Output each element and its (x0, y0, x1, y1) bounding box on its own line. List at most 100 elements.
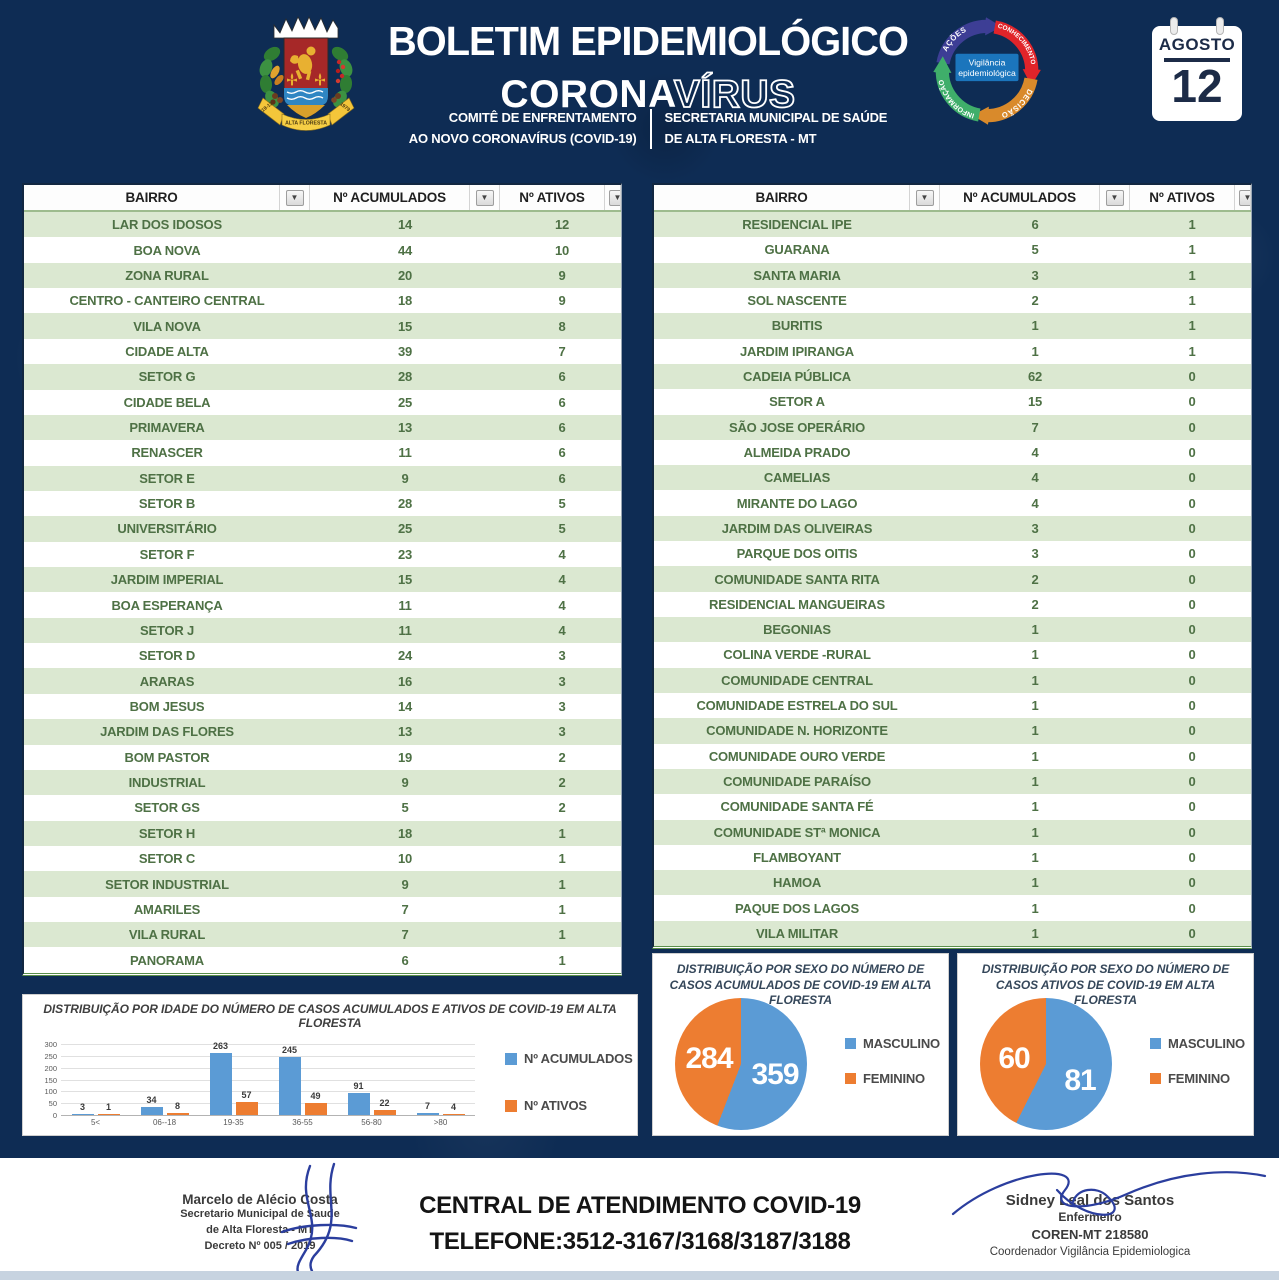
filter-dropdown-button[interactable]: ▼ (285, 189, 304, 206)
table-row: SÃO JOSE OPERÁRIO 7 0 (654, 414, 1251, 440)
municipal-crest-icon: ALTA FLORESTA 19-12 1979 (257, 16, 355, 131)
secretary-line1: SECRETARIA MUNICIPAL DE SAÚDE (664, 110, 888, 125)
table-row: COMUNIDADE SANTA RITA 2 0 (654, 566, 1251, 592)
filter-dropdown-button[interactable]: ▼ (1105, 189, 1124, 206)
legend-label: Nº ACUMULADOS (524, 1051, 633, 1066)
right-signatory-block: Sidney Leal dos Santos Enfermeiro COREN-… (945, 1192, 1235, 1261)
table-row: SETOR G 28 6 (24, 364, 621, 390)
acumulados-cell: 18 (397, 293, 413, 309)
column-header-ativos: Nº ATIVOS (1130, 185, 1235, 210)
acumulados-cell: 25 (397, 394, 413, 410)
legend-swatch-blue (1150, 1038, 1161, 1049)
ativos-cell: 8 (558, 318, 566, 334)
acumulados-cell: 2 (1031, 596, 1039, 612)
bairros-table-right: BAIRRO ▼ Nº ACUMULADOS ▼ Nº ATIVOS ▼ RES… (652, 183, 1252, 949)
subtitle-solid: CORONA (500, 73, 674, 116)
acumulados-cell: 1 (1031, 723, 1039, 739)
table-row: SETOR A 15 0 (654, 389, 1251, 414)
acumulados-cell: 7 (401, 927, 409, 943)
column-header-ativos: Nº ATIVOS (500, 185, 605, 210)
acumulados-cell: 28 (397, 496, 413, 512)
bairro-cell: COMUNIDADE N. HORIZONTE (706, 723, 888, 739)
table-row: BOM PASTOR 19 2 (24, 745, 621, 770)
bairro-cell: SETOR E (139, 470, 195, 486)
ativos-cell: 0 (1188, 925, 1196, 941)
crest-fleur-left (287, 73, 297, 86)
committee-line1: COMITÊ DE ENFRENTAMENTO (448, 110, 637, 125)
y-axis-tick-label: 50 (48, 1099, 57, 1109)
legend-entry-masculino: MASCULINO (1150, 1036, 1245, 1051)
ativos-cell: 4 (558, 597, 566, 613)
ativos-cell: 1 (558, 952, 566, 968)
ativos-cell: 0 (1188, 369, 1196, 385)
bar-acumulados (140, 1106, 163, 1115)
ativos-cell: 0 (1188, 824, 1196, 840)
ativos-cell: 1 (558, 901, 566, 917)
signatory-registry: COREN-MT 218580 (1031, 1226, 1149, 1242)
filter-dropdown-button[interactable]: ▼ (608, 189, 620, 206)
filter-dropdown-button[interactable]: ▼ (1238, 189, 1250, 206)
bar-chart-plot: 0 50 100 150 200 250 300 3 1 5< 34 8 06--18 263 57 19-3… (23, 995, 637, 1135)
acumulados-cell: 3 (1031, 267, 1039, 283)
bairro-cell: SETOR G (138, 369, 196, 385)
crest-lion (290, 46, 316, 81)
ativos-cell: 9 (558, 293, 566, 309)
ativos-cell: 3 (558, 648, 566, 664)
table-row: BEGONIAS 1 0 (654, 617, 1251, 643)
filter-dropdown-button[interactable]: ▼ (475, 189, 494, 206)
pie-chart-title: DISTRIBUIÇÃO POR SEXO DO NÚMERO DE CASOS… (669, 962, 932, 1008)
table-header: BAIRRO ▼ Nº ACUMULADOS ▼ Nº ATIVOS ▼ (654, 185, 1251, 212)
ativos-cell: 1 (1188, 318, 1196, 334)
ativos-cell: 0 (1188, 419, 1196, 435)
sex-distribution-accumulated-pie-chart: DISTRIBUIÇÃO POR SEXO DO NÚMERO DE CASOS… (652, 953, 949, 1136)
secretary-line2: DE ALTA FLORESTA - MT (664, 130, 817, 146)
bairro-cell: BOA NOVA (133, 242, 201, 258)
bairro-cell: COMUNIDADE SANTA RITA (714, 571, 880, 587)
bairro-cell: ZONA RURAL (125, 267, 209, 283)
ativos-cell: 6 (558, 394, 566, 410)
table-row: COMUNIDADE STª MONICA 1 0 (654, 819, 1251, 845)
bairro-cell: JARDIM IMPERIAL (110, 572, 224, 588)
ativos-cell: 0 (1188, 520, 1196, 536)
gridline (61, 1067, 475, 1069)
page-title: BOLETIM EPIDEMIOLÓGICO (387, 18, 909, 64)
bairro-cell: SETOR J (140, 622, 194, 638)
table-row: SETOR D 24 3 (24, 643, 621, 668)
table-row: LAR DOS IDOSOS 14 12 (24, 212, 621, 238)
acumulados-cell: 1 (1031, 343, 1039, 359)
cycle-label-decisao: DECISÃO (1000, 88, 1034, 121)
acumulados-cell: 4 (1031, 495, 1039, 511)
cycle-center-box (955, 53, 1019, 82)
table-row: ALMEIDA PRADO 4 0 (654, 440, 1251, 465)
ativos-cell: 7 (558, 343, 566, 359)
table-row: SOL NASCENTE 2 1 (654, 288, 1251, 313)
acumulados-cell: 4 (1031, 470, 1039, 486)
ativos-cell: 0 (1188, 596, 1196, 612)
bairro-cell: PRIMAVERA (129, 420, 205, 436)
svg-text:DECISÃO: DECISÃO (1000, 88, 1035, 121)
table-row: RENASCER 11 6 (24, 440, 621, 465)
ativos-cell: 0 (1188, 394, 1196, 410)
signatory-title: Enfermeiro (1058, 1210, 1122, 1224)
cycle-arrow-decisao (972, 77, 1038, 125)
bairro-cell: RENASCER (131, 445, 203, 461)
ativos-cell: 0 (1188, 622, 1196, 638)
committee-block: COMITÊ DE ENFRENTAMENTO AO NOVO CORONAVÍ… (409, 108, 637, 150)
filter-dropdown-button[interactable]: ▼ (915, 189, 934, 206)
filter-cell: ▼ (1100, 185, 1130, 210)
calendar-hanger-left (1170, 17, 1178, 35)
table-row: BOA NOVA 44 10 (24, 237, 621, 262)
legend-entry-ativos: Nº ATIVOS (505, 1098, 587, 1113)
pie-value-feminino: 60 (998, 1042, 1030, 1075)
signatory-title: Secretario Municipal de Saude (180, 1208, 340, 1220)
bairro-cell: SÃO JOSE OPERÁRIO (728, 419, 866, 435)
bairro-cell: SETOR D (138, 648, 196, 664)
bairro-cell: LAR DOS IDOSOS (112, 217, 222, 233)
ativos-cell: 6 (558, 445, 566, 461)
acumulados-cell: 5 (401, 800, 409, 816)
ativos-cell: 4 (558, 546, 566, 562)
crest-left-branch (259, 46, 284, 108)
bar-ativos (166, 1113, 189, 1115)
ativos-cell: 0 (1188, 849, 1196, 865)
acumulados-cell: 25 (397, 521, 413, 537)
